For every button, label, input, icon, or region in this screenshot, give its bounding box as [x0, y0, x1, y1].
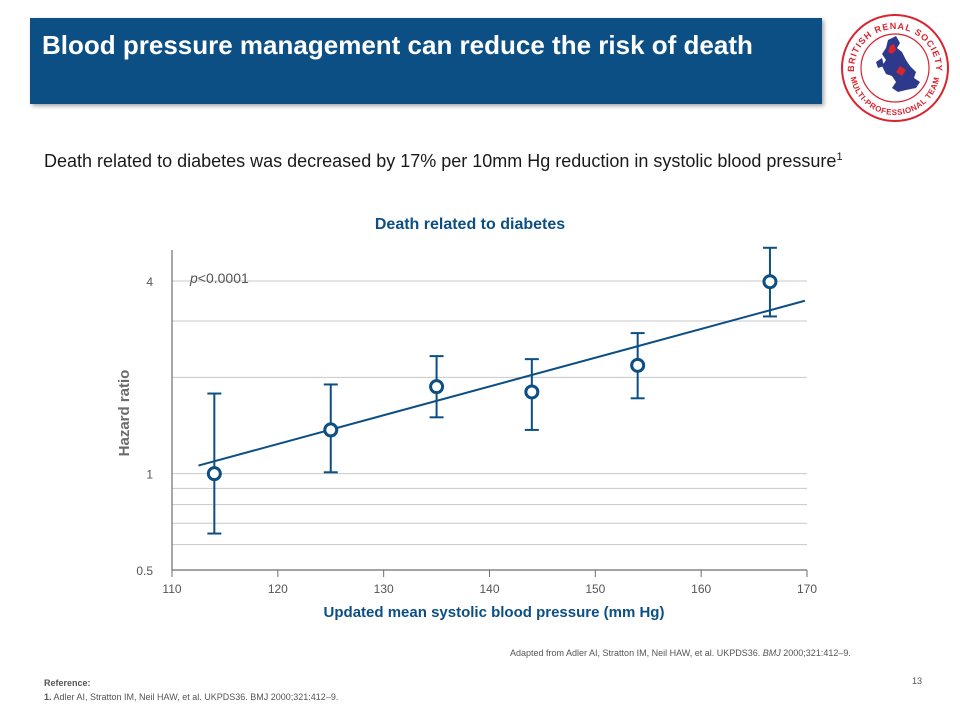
x-tick-label: 160	[691, 582, 711, 596]
x-tick-label: 110	[162, 582, 181, 596]
data-point	[630, 357, 646, 373]
reference-number: 1.	[44, 692, 52, 702]
trend-line	[198, 299, 806, 467]
data-point	[524, 384, 540, 400]
x-tick-label: 130	[374, 582, 394, 596]
data-point	[323, 422, 339, 438]
data-point	[762, 274, 778, 290]
reference-entry: 1. Adler AI, Stratton IM, Neil HAW, et a…	[44, 690, 338, 704]
x-tick-label: 120	[268, 582, 288, 596]
data-point	[429, 379, 445, 395]
y-axis-label: Hazard ratio	[116, 370, 133, 457]
y-tick-label: 0.5	[136, 564, 153, 578]
x-tick-label: 150	[585, 582, 605, 596]
x-tick-label: 140	[479, 582, 499, 596]
data-point	[206, 466, 222, 482]
slide-title: Blood pressure management can reduce the…	[42, 30, 753, 60]
intro-statement: Death related to diabetes was decreased …	[44, 151, 837, 171]
citation-superscript: 1	[836, 151, 843, 163]
adapted-note-text: Adapted from Adler AI, Stratton IM, Neil…	[510, 648, 763, 658]
uk-map-icon	[882, 36, 920, 92]
reference-text: Adler AI, Stratton IM, Neil HAW, et al. …	[51, 692, 339, 702]
x-axis-label: Updated mean systolic blood pressure (mm…	[324, 604, 665, 621]
adapted-note-tail: 2000;321:412–9.	[780, 648, 851, 658]
x-tick-label: 170	[797, 582, 817, 596]
chart-marks	[198, 246, 806, 535]
chart-gridlines	[172, 280, 807, 546]
reference-block: Reference: 1. Adler AI, Stratton IM, Nei…	[44, 676, 338, 704]
intro-text: Death related to diabetes was decreased …	[44, 148, 859, 175]
adapted-note-journal: BMJ	[762, 648, 781, 658]
p-value-annotation: p<0.0001	[189, 270, 249, 286]
title-banner: Blood pressure management can reduce the…	[30, 18, 822, 104]
chart-title: Death related to diabetes	[374, 216, 566, 233]
british-renal-society-logo: BRITISH RENAL SOCIETY MULTI-PROFESSIONAL…	[841, 14, 949, 122]
p-value-italic: p	[189, 270, 198, 286]
adapted-from-note: Adapted from Adler AI, Stratton IM, Neil…	[510, 648, 851, 658]
chart-axes: 110 120 130 140 150 160 170 0.5 1 4	[136, 250, 817, 596]
y-tick-label: 1	[146, 468, 153, 482]
page-number: 13	[912, 676, 923, 686]
reference-heading: Reference:	[44, 678, 91, 688]
p-value-text: <0.0001	[198, 270, 249, 286]
y-tick-label: 4	[146, 275, 153, 289]
